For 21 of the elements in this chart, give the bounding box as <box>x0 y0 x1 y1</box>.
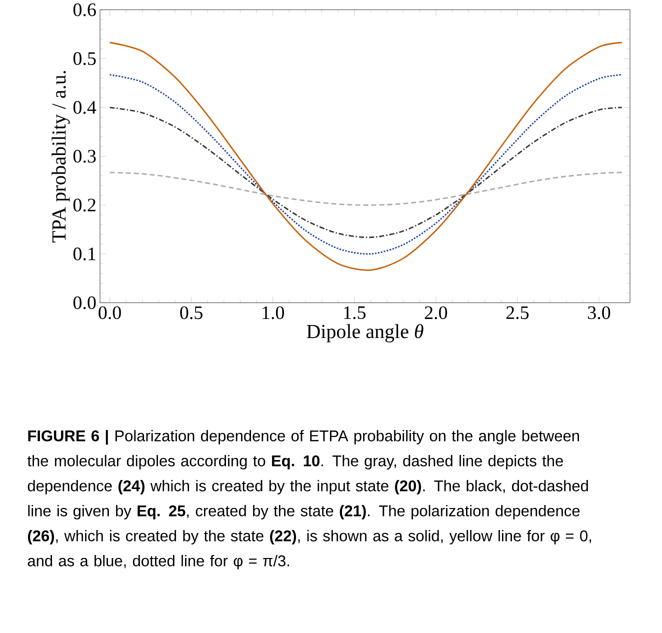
y-tick-label: 0.0 <box>73 296 96 310</box>
line-series <box>109 172 623 206</box>
text: FIGURE 6 | Polarization dependence of ETPA probability on the angle between the molecular dipoles according to Eq. 10. The gray, dashed line depicts the dependence (24) which is created by the input state (20). The black, dot-dashed line is given by Eq. 25, created by the state (21). The polarization dependence (26), which is created by the state (22), is shown as a solid, yellow line for φ = 0, and as a blue, dotted line for φ = π/3. <box>27 430 592 570</box>
line-series <box>109 42 623 271</box>
y-tick-label: 0.6 <box>73 3 96 16</box>
y-tick-label: 0.4 <box>73 101 96 114</box>
line-series <box>109 74 623 255</box>
y-tick-label: 0.3 <box>73 150 96 163</box>
y-tick-label: 0.2 <box>73 198 96 212</box>
y-axis-title: TPA probability / a.u. <box>52 71 70 243</box>
x-tick-label: 0.5 <box>180 306 202 320</box>
line-series <box>109 106 623 238</box>
x-tick-label: 2.0 <box>424 306 448 320</box>
y-tick-label: 0.1 <box>73 248 96 260</box>
x-tick-label: 0.0 <box>98 306 121 320</box>
y-tick-label: 0.5 <box>73 52 96 66</box>
x-axis-title: Dipole angle θ <box>306 324 424 342</box>
x-tick-label: 1.5 <box>344 306 366 320</box>
x-tick-label: 1.0 <box>262 306 284 320</box>
x-tick-label: 3.0 <box>588 306 610 320</box>
x-tick-label: 2.5 <box>506 306 529 320</box>
